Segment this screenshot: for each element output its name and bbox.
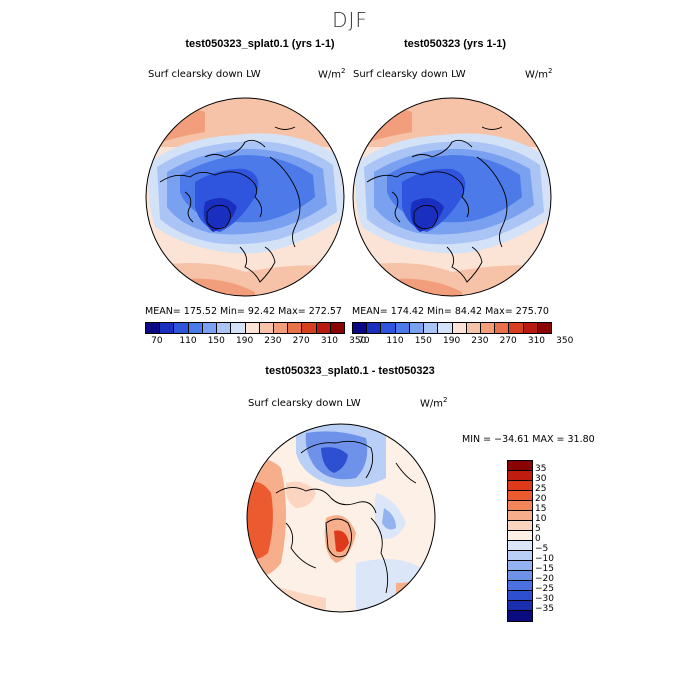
panel3-title: test050323_splat0.1 - test050323 <box>265 365 435 377</box>
panel3-colorbar-swatch <box>508 521 532 531</box>
panel3-colorbar-label: −30 <box>535 594 554 604</box>
panel1-colorbar <box>145 322 345 334</box>
panel3-colorbar-swatch <box>508 611 532 621</box>
panel3-colorbar-label: 5 <box>535 524 541 534</box>
panel1-colorbar-swatch <box>160 323 175 333</box>
panel1-colorbar-tick-label: 70 <box>151 336 163 346</box>
panel2-colorbar <box>352 322 552 334</box>
panel2-variable-label: Surf clearsky down LW <box>353 69 466 80</box>
panel2-units: W/m2 <box>525 67 553 81</box>
panel3-polar-map <box>246 423 436 613</box>
panel1-colorbar-swatch <box>231 323 246 333</box>
panel2-colorbar-swatch <box>466 323 481 333</box>
panel3-variable-label: Surf clearsky down LW <box>248 398 361 409</box>
panel2-polar-map <box>352 97 552 297</box>
panel2-colorbar-swatch <box>509 323 524 333</box>
figure-title: DJF <box>332 8 368 32</box>
panel2-stats: MEAN= 174.42 Min= 84.42 Max= 275.70 <box>352 306 549 317</box>
panel1-colorbar-swatch <box>188 323 203 333</box>
panel1-units: W/m2 <box>318 67 346 81</box>
panel3-colorbar-label: 20 <box>535 494 547 504</box>
panel3-colorbar-label: −15 <box>535 564 554 574</box>
panel3-colorbar-label: −35 <box>535 604 554 614</box>
panel3-colorbar-swatch <box>508 541 532 551</box>
panel2-colorbar-swatch <box>409 323 425 333</box>
panel2-colorbar-ticks: 70 110 150 190 230 270 310 350 <box>352 336 573 348</box>
panel1-colorbar-swatch <box>288 323 303 333</box>
panel3-colorbar-swatch <box>508 561 532 571</box>
panel1-colorbar-tick-label: 310 <box>320 336 339 346</box>
panel1-colorbar-swatch <box>259 323 274 333</box>
panel3-colorbar: 35 30 25 20 15 10 5 0 −5 −10 −15 −20 −25 −30 −35 <box>507 460 554 622</box>
panel2-colorbar-tick-label: 190 <box>443 336 461 346</box>
panel2-colorbar-tick-label: 230 <box>471 336 489 346</box>
panel2-colorbar-swatch <box>495 323 510 333</box>
panel2-colorbar-swatch <box>523 323 538 333</box>
panel3-colorbar-swatch <box>508 461 532 471</box>
panel3-colorbar-swatch <box>508 571 532 581</box>
panel1-colorbar-swatch <box>202 323 218 333</box>
panel3-colorbar-label: −10 <box>535 554 554 564</box>
panel1-colorbar-swatch <box>245 323 260 333</box>
panel1-colorbar-tick-label: 110 <box>179 336 197 346</box>
panel1-title: test050323_splat0.1 (yrs 1-1) <box>185 38 335 50</box>
panel3-colorbar-label: −20 <box>535 574 554 584</box>
panel3-colorbar-label: 10 <box>535 514 547 524</box>
panel1-stats: MEAN= 175.52 Min= 92.42 Max= 272.57 <box>145 306 342 317</box>
panel1-polar-map <box>145 97 345 297</box>
panel1-colorbar-swatch <box>146 323 161 333</box>
panel3-colorbar-label: 30 <box>535 474 547 484</box>
panel3-colorbar-swatch <box>508 601 532 611</box>
panel2-colorbar-swatch <box>395 323 410 333</box>
panel3-colorbar-swatch <box>508 491 532 501</box>
panel3-colorbar-label: −5 <box>535 544 549 554</box>
panel1-colorbar-ticks: 70 110 150 190 230 270 310 350 <box>145 336 366 348</box>
panel1-colorbar-swatch <box>174 323 189 333</box>
panel3-colorbar-label: 15 <box>535 504 547 514</box>
panel2-colorbar-swatch <box>452 323 467 333</box>
panel3-colorbar-label: 35 <box>535 464 547 474</box>
panel2-colorbar-swatch <box>438 323 453 333</box>
panel2-colorbar-tick-label: 110 <box>386 336 404 346</box>
panel1-colorbar-swatch <box>302 323 317 333</box>
panel3-units: W/m2 <box>420 396 448 410</box>
panel1-colorbar-tick-label: 270 <box>292 336 310 346</box>
panel3-colorbar-swatch <box>508 511 532 521</box>
panel1-colorbar-swatch <box>217 323 232 333</box>
panel1-variable-label: Surf clearsky down LW <box>148 69 261 80</box>
panel2-colorbar-swatch <box>424 323 439 333</box>
panel3-min-max: MIN = −34.61 MAX = 31.80 <box>462 434 595 445</box>
panel1-colorbar-tick-label: 190 <box>236 336 254 346</box>
panel3-colorbar-label: 25 <box>535 484 547 494</box>
panel2-colorbar-swatch <box>480 323 496 333</box>
panel1-colorbar-tick-label: 150 <box>207 336 225 346</box>
panel1-colorbar-swatch <box>273 323 289 333</box>
panel3-colorbar-swatch <box>508 471 532 481</box>
panel3-colorbar-swatch <box>508 481 532 491</box>
panel1-colorbar-tick-label: 230 <box>264 336 282 346</box>
panel1-colorbar-tick-label: 350 <box>349 336 367 346</box>
panel2-colorbar-swatch <box>353 323 368 333</box>
panel2-colorbar-tick-label: 350 <box>556 336 574 346</box>
panel2-colorbar-swatch <box>537 323 552 333</box>
panel2-colorbar-tick-label: 70 <box>358 336 370 346</box>
panel2-colorbar-tick-label: 310 <box>527 336 546 346</box>
panel3-colorbar-swatch <box>508 581 532 591</box>
panel3-colorbar-swatch <box>508 531 532 541</box>
panel2-colorbar-tick-label: 150 <box>414 336 432 346</box>
panel3-colorbar-swatch <box>508 591 532 601</box>
panel1-colorbar-swatch <box>316 323 331 333</box>
panel1-colorbar-swatch <box>330 323 345 333</box>
panel2-colorbar-tick-label: 270 <box>499 336 517 346</box>
panel3-colorbar-swatch <box>508 551 532 561</box>
panel2-title: test050323 (yrs 1-1) <box>403 38 507 50</box>
panel3-colorbar-label: 0 <box>535 534 541 544</box>
panel3-colorbar-label: −25 <box>535 584 554 594</box>
panel2-colorbar-swatch <box>381 323 396 333</box>
panel3-colorbar-swatch <box>508 501 532 511</box>
panel2-colorbar-swatch <box>367 323 382 333</box>
